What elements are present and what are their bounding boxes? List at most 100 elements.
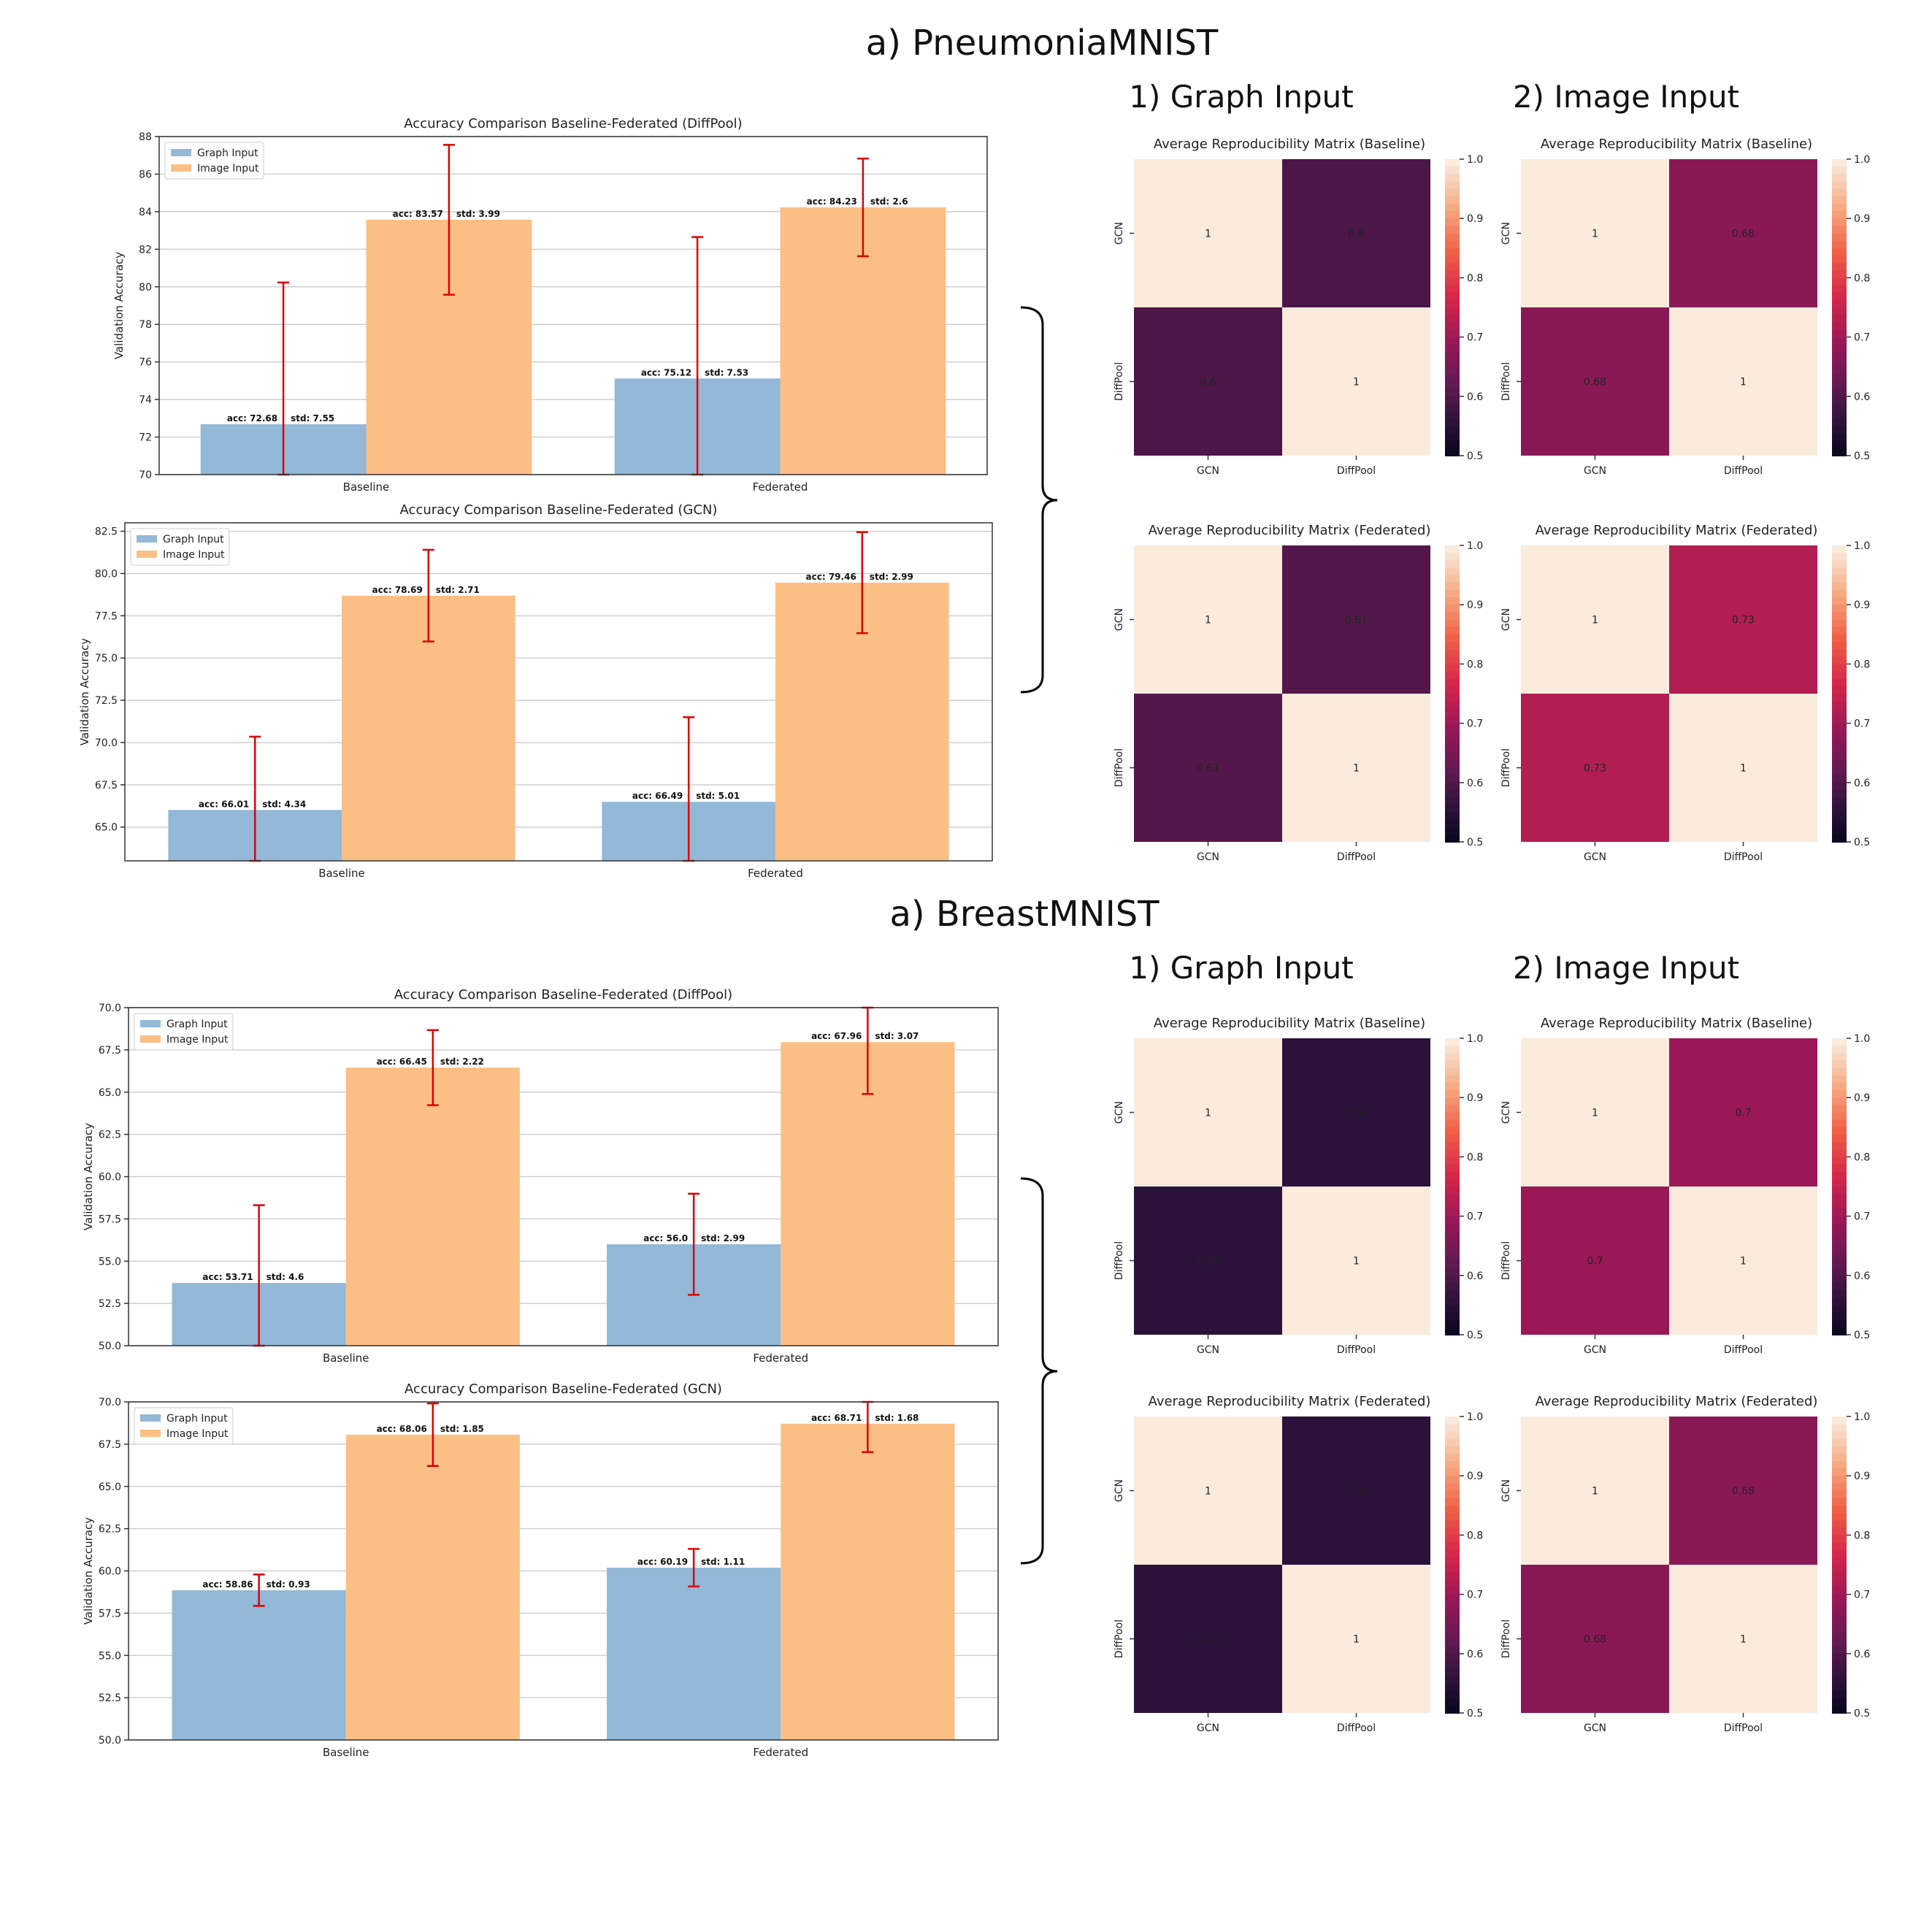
heatmap-cell [1521, 545, 1669, 694]
colorbar-segment [1832, 649, 1847, 658]
colorbar-segment [1832, 1660, 1847, 1670]
colorbar-segment [1445, 641, 1460, 651]
colorbar-tick-label: 0.8 [1854, 1151, 1870, 1163]
colorbar-segment [1445, 678, 1460, 687]
row-label: GCN [1113, 608, 1125, 631]
colorbar-segment [1445, 426, 1460, 434]
heatmap-cell [1669, 159, 1817, 307]
colorbar-segment [1832, 575, 1847, 583]
data-label-std: std: 4.6 [267, 1272, 304, 1282]
colorbar-segment [1445, 1268, 1460, 1276]
colorbar-tick-label: 0.6 [1854, 1270, 1870, 1282]
colorbar-segment [1445, 1417, 1460, 1425]
col-label: GCN [1584, 1722, 1606, 1734]
data-label-acc: acc: 68.06 [377, 1424, 427, 1434]
colorbar-tick-label: 0.8 [1854, 659, 1870, 670]
heatmap-cell [1521, 1038, 1669, 1187]
colorbar-segment [1445, 1535, 1460, 1544]
data-label-std: std: 0.93 [267, 1579, 310, 1590]
colorbar-segment [1832, 1424, 1847, 1433]
colorbar-segment [1832, 1164, 1847, 1173]
y-tick-label: 50.0 [99, 1735, 121, 1747]
colorbar-segment [1445, 619, 1460, 628]
colorbar-segment [1445, 344, 1460, 353]
heatmap-cell [1669, 1417, 1817, 1565]
heatmap-cell-label: 1 [1205, 1108, 1211, 1119]
chart-title: Accuracy Comparison Baseline-Federated (… [400, 502, 718, 518]
colorbar-segment [1445, 1097, 1460, 1106]
colorbar-tick-label: 1.0 [1467, 540, 1483, 552]
colorbar-segment [1832, 396, 1847, 405]
colorbar-segment [1445, 745, 1460, 754]
y-tick-label: 74 [139, 394, 152, 406]
colorbar-segment [1445, 1424, 1460, 1433]
colorbar-tick-label: 0.9 [1467, 1092, 1483, 1104]
colorbar-segment [1832, 1601, 1847, 1610]
colorbar-segment [1832, 1097, 1847, 1106]
colorbar-segment [1445, 1579, 1460, 1588]
colorbar-segment [1445, 760, 1460, 769]
x-tick-label: Baseline [323, 1746, 369, 1759]
heatmap-cell-label: 0.7 [1587, 1256, 1603, 1268]
col-label: GCN [1197, 1722, 1219, 1734]
colorbar-segment [1832, 1119, 1847, 1128]
heatmap-cell-label: 0.56 [1197, 1256, 1219, 1268]
colorbar-segment [1832, 745, 1847, 754]
plot-frame [128, 1401, 999, 1741]
y-axis-label: Validation Accuracy [82, 1123, 95, 1230]
colorbar-segment [1445, 1431, 1460, 1440]
colorbar-segment [1832, 1512, 1847, 1522]
col-label: DiffPool [1337, 465, 1376, 477]
colorbar-segment [1445, 597, 1460, 606]
heatmap-cell-label: 0.61 [1197, 763, 1219, 775]
colorbar-segment [1445, 1446, 1460, 1454]
colorbar-segment [1445, 1668, 1460, 1677]
colorbar-tick-label: 0.7 [1854, 1211, 1870, 1223]
heatmap-cell-label: 1 [1353, 377, 1360, 388]
colorbar-segment [1445, 1512, 1460, 1522]
row-label: DiffPool [1500, 748, 1512, 787]
colorbar-segment [1445, 553, 1460, 561]
colorbar-segment [1832, 329, 1847, 338]
colorbar-segment [1832, 545, 1847, 554]
heatmap-cell [1669, 1038, 1817, 1187]
colorbar-segment [1832, 188, 1847, 197]
colorbar-segment [1832, 1142, 1847, 1151]
colorbar-segment [1832, 1282, 1847, 1292]
heatmap-title: Average Reproducibility Matrix (Federate… [1149, 1394, 1431, 1409]
y-tick-label: 67.5 [99, 1045, 121, 1057]
colorbar-segment [1445, 1624, 1460, 1633]
colorbar-segment [1832, 1490, 1847, 1499]
colorbar-segment [1832, 686, 1847, 694]
colorbar-tick-label: 0.8 [1467, 1151, 1483, 1163]
colorbar-segment [1445, 582, 1460, 591]
colorbar-tick-label: 0.6 [1467, 1649, 1483, 1660]
colorbar-tick-label: 0.9 [1854, 1092, 1870, 1104]
colorbar-tick-label: 0.6 [1467, 391, 1483, 403]
colorbar-segment [1445, 1201, 1460, 1210]
colorbar-segment [1832, 1105, 1847, 1113]
heatmap-cell [1282, 1565, 1430, 1713]
heatmap-cell [1134, 1038, 1282, 1187]
colorbar-segment [1832, 255, 1847, 264]
colorbar-segment [1445, 1194, 1460, 1203]
colorbar-segment [1445, 701, 1460, 710]
colorbar-segment [1832, 1476, 1847, 1484]
bar-chart-1: Accuracy Comparison Baseline-Federated (… [78, 502, 993, 880]
colorbar-segment [1832, 367, 1847, 375]
legend-swatch [171, 149, 191, 156]
data-label-std: std: 5.01 [696, 791, 740, 801]
colorbar-segment [1445, 292, 1460, 301]
heatmap-cell [1521, 1417, 1669, 1565]
colorbar-segment [1445, 671, 1460, 680]
heatmap-title: Average Reproducibility Matrix (Baseline… [1541, 137, 1812, 152]
brace-pneumonia [1020, 306, 1058, 694]
colorbar-segment [1832, 1617, 1847, 1625]
heatmap-cell [1282, 1038, 1430, 1187]
colorbar-segment [1445, 374, 1460, 383]
heatmap-cell-label: 1 [1740, 377, 1747, 388]
y-tick-label: 77.5 [95, 610, 118, 622]
colorbar-segment [1832, 388, 1847, 397]
colorbar-segment [1445, 834, 1460, 843]
colorbar-segment [1445, 396, 1460, 405]
